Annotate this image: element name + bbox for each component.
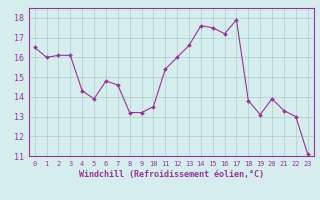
X-axis label: Windchill (Refroidissement éolien,°C): Windchill (Refroidissement éolien,°C) — [79, 170, 264, 179]
